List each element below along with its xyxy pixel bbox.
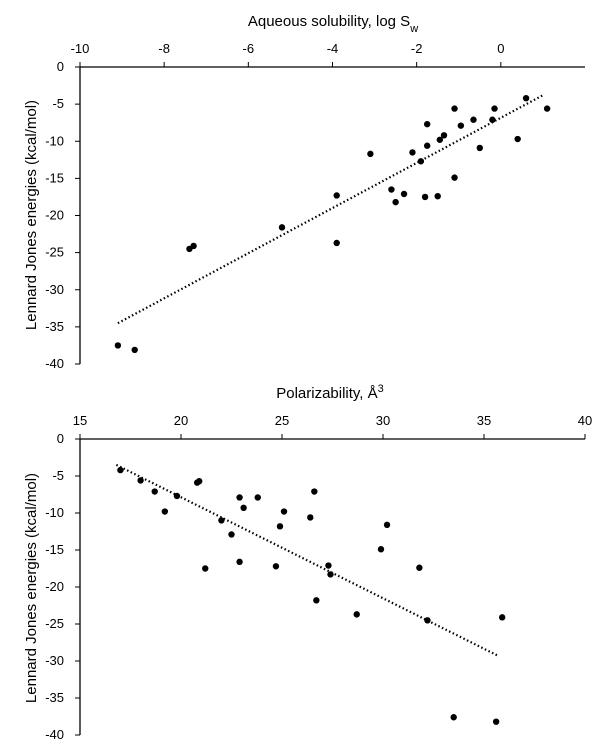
chart1-data-point (514, 135, 521, 143)
chart1-y-tick-label: -10 (45, 133, 64, 148)
chart2-data-point (240, 504, 247, 512)
chart1-data-point (367, 150, 374, 158)
chart2-y-tick-label: -10 (45, 505, 64, 520)
chart1-y-tick-label: -15 (45, 170, 64, 185)
chart2-data-point (117, 466, 124, 474)
chart2-y-tick-label: -30 (45, 653, 64, 668)
chart2-y-tick-label: -35 (45, 690, 64, 705)
chart2-y-tick-label: -15 (45, 542, 64, 557)
chart2-data-point (272, 563, 280, 570)
chart2-data-point (236, 494, 243, 501)
chart2-data-point (313, 597, 320, 604)
chart1-x-tick-label: -4 (327, 41, 339, 56)
chart2-data-point (311, 488, 318, 495)
chart2-x-tick-label: 35 (477, 413, 491, 428)
chart1-y-tick-label: -40 (45, 356, 64, 371)
chart1-data-point (392, 198, 399, 206)
chart1-data-point (489, 116, 496, 123)
chart1-data-point (131, 346, 138, 354)
chart1-y-tick-label: -5 (52, 96, 64, 111)
chart2-data-point (195, 477, 203, 485)
chart2-data-point (450, 714, 457, 721)
chart2-x-tick-label: 20 (174, 413, 188, 428)
chart1-y-tick-label: -20 (45, 208, 64, 223)
chart1-y-tick-label: -25 (45, 245, 64, 260)
chart2-data-point (161, 508, 169, 515)
chart1-x-tick-label: 0 (497, 41, 504, 56)
chart1-y-tick-label: -30 (45, 282, 64, 297)
chart2-y-tick-label: 0 (57, 431, 64, 446)
chart1-data-point (423, 142, 431, 149)
chart1-data-point (333, 192, 340, 199)
chart1-x-tick-label: -2 (411, 41, 423, 56)
chart1-data-point (476, 144, 483, 152)
chart2-data-point (137, 477, 144, 484)
chart1-data-point (409, 149, 416, 156)
chart2-data-point (276, 523, 284, 530)
solubility-scatter-chart: Aqueous solubility, log Sw Lennard Jones… (23, 13, 585, 371)
chart1-data-point (491, 105, 498, 112)
chart1-data-point (470, 116, 477, 123)
chart1-data-point (278, 224, 286, 231)
chart1-y-tick-label: -35 (45, 319, 64, 334)
chart1-data-point (114, 342, 122, 349)
chart1-x-axis-title: Aqueous solubility, log Sw (248, 13, 418, 35)
chart1-data-point (436, 136, 444, 143)
chart1-data-point (451, 105, 458, 112)
chart2-data-point (327, 571, 334, 578)
chart2-data-point (228, 531, 235, 538)
chart2-x-tick-label: 40 (578, 413, 592, 428)
chart2-data-point (498, 614, 506, 621)
chart2-data-point (218, 517, 225, 524)
chart1-data-point (333, 239, 340, 247)
chart2-x-axis-title: Polarizability, Å3 (276, 383, 384, 402)
chart2-y-tick-label: -20 (45, 579, 64, 594)
chart1-x-tick-label: -10 (71, 41, 90, 56)
chart1-x-tick-label: -6 (243, 41, 255, 56)
chart1-data-point (417, 158, 425, 165)
chart2-data-point (307, 514, 314, 521)
chart1-y-tick-label: 0 (57, 59, 64, 74)
chart2-y-tick-label: -5 (52, 468, 64, 483)
chart1-data-point (543, 105, 551, 112)
chart2-data-point (492, 718, 500, 725)
chart2-data-point (202, 565, 209, 572)
chart1-trendline (117, 94, 544, 325)
chart2-data-point (173, 492, 181, 500)
chart2-data-point (416, 564, 423, 571)
chart1-x-tick-label: -8 (158, 41, 170, 56)
chart2-data-point (383, 521, 391, 529)
chart1-data-point (423, 120, 431, 128)
chart1-data-point (451, 174, 458, 181)
chart1-data-point (190, 242, 197, 250)
chart2-x-tick-label: 15 (73, 413, 87, 428)
chart2-data-point (353, 611, 360, 618)
chart1-data-point (421, 193, 429, 201)
chart1-data-point (434, 192, 441, 200)
chart2-data-point (424, 617, 431, 624)
chart2-y-axis-title: Lennard Jones energies (kcal/mol) (23, 473, 40, 703)
chart1-data-point (388, 186, 395, 193)
chart2-x-tick-label: 30 (376, 413, 390, 428)
chart2-y-tick-label: -40 (45, 727, 64, 740)
chart2-data-point (377, 546, 385, 553)
chart1-y-axis-title: Lennard Jones energies (kcal/mol) (23, 100, 40, 330)
chart2-data-point (325, 562, 332, 569)
chart2-data-point (151, 488, 158, 495)
chart2-trendline (115, 463, 499, 657)
chart1-data-point (400, 190, 408, 198)
polarizability-scatter-chart: Polarizability, Å3 Lennard Jones energie… (23, 383, 592, 740)
chart1-data-point (440, 132, 448, 139)
chart2-x-tick-label: 25 (275, 413, 289, 428)
chart2-data-point (236, 558, 243, 566)
chart2-data-point (280, 508, 288, 515)
chart1-data-point (457, 122, 465, 129)
chart2-data-point (254, 494, 261, 501)
chart1-data-point (522, 94, 530, 102)
chart2-y-tick-label: -25 (45, 616, 64, 631)
